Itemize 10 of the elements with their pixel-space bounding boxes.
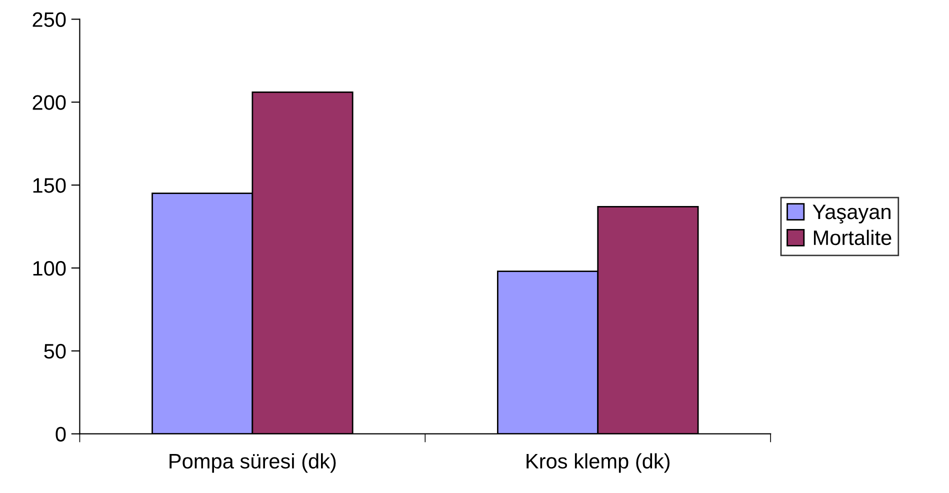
- y-tick-label: 250: [32, 12, 66, 27]
- x-tick-label: Kros klemp (dk): [526, 453, 670, 473]
- legend-label: Mortalite: [814, 230, 892, 246]
- y-tick-label: 100: [33, 260, 66, 276]
- x-tick-label: Pompa süresi (dk): [170, 453, 336, 473]
- y-tick-label: 150: [33, 178, 66, 193]
- y-tick-label: 200: [32, 95, 66, 110]
- legend-label: Yaşayan: [812, 204, 890, 224]
- y-tick-label: 50: [44, 344, 66, 359]
- y-tick-label: 0: [56, 426, 66, 442]
